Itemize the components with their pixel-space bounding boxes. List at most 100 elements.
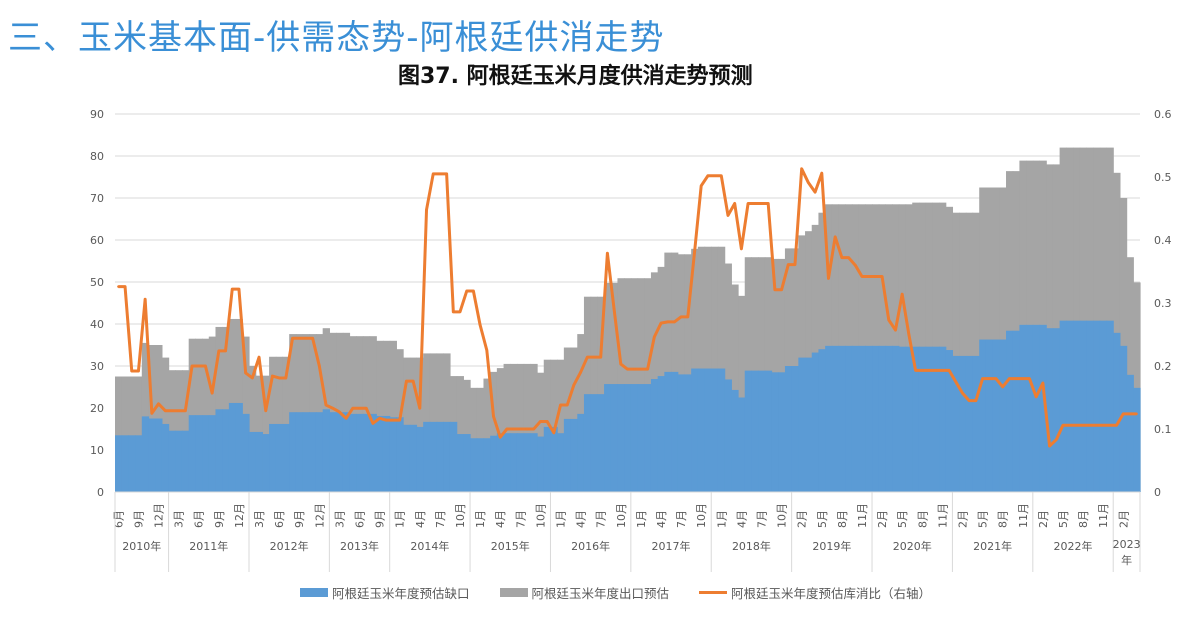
right-tick-label: 0.1 bbox=[1154, 423, 1172, 436]
ratio-line-point bbox=[646, 367, 649, 371]
ratio-line-point bbox=[653, 335, 656, 339]
ratio-line-point bbox=[780, 288, 783, 291]
ratio-line-point bbox=[572, 383, 576, 387]
gap-area-bar bbox=[590, 394, 598, 492]
gap-area-bar bbox=[255, 431, 263, 492]
export-area-bar bbox=[389, 340, 397, 492]
export-area-bar bbox=[135, 376, 143, 492]
gap-area-bar bbox=[778, 372, 786, 492]
ratio-line-point bbox=[907, 333, 911, 336]
ratio-line-point bbox=[766, 202, 770, 205]
year-label: 2010年 bbox=[122, 539, 161, 553]
left-tick-label: 30 bbox=[90, 360, 104, 373]
gap-area-bar bbox=[349, 413, 357, 492]
export-area-bar bbox=[577, 334, 585, 492]
ratio-line-point bbox=[887, 318, 890, 322]
x-tick-label: 12月 bbox=[153, 503, 166, 528]
gap-area-bar bbox=[624, 384, 632, 492]
x-tick-label: 7月 bbox=[675, 510, 688, 528]
export-area-bar bbox=[1086, 147, 1094, 492]
ratio-line-point bbox=[298, 337, 301, 340]
gap-area-bar bbox=[831, 345, 840, 492]
year-label: 2016年 bbox=[571, 539, 610, 553]
legend-swatch-ratio bbox=[699, 591, 728, 594]
export-area-bar bbox=[1073, 147, 1081, 492]
ratio-line-point bbox=[525, 427, 529, 431]
gap-area-bar bbox=[1059, 320, 1067, 492]
gap-area-bar bbox=[664, 371, 672, 492]
gap-area-bar bbox=[818, 349, 826, 492]
gap-area-bar bbox=[1026, 324, 1034, 492]
x-tick-label: 3月 bbox=[253, 510, 266, 528]
gap-area-bar bbox=[992, 339, 1000, 492]
gap-area-bar bbox=[637, 384, 645, 492]
gap-area-bar bbox=[691, 368, 699, 492]
ratio-line-point bbox=[378, 417, 381, 420]
gap-area-bar bbox=[597, 394, 605, 492]
export-area-bar bbox=[248, 366, 257, 492]
ratio-line-point bbox=[1075, 424, 1078, 427]
gap-area-bar bbox=[872, 345, 880, 492]
gap-area-bar bbox=[979, 339, 987, 492]
export-area-bar bbox=[121, 376, 129, 492]
gap-area-bar bbox=[1046, 328, 1054, 492]
ratio-line-point bbox=[499, 435, 502, 439]
ratio-line-point bbox=[1101, 424, 1105, 427]
gap-area-bar bbox=[376, 415, 384, 492]
gap-area-bar bbox=[228, 402, 237, 492]
x-tick-label: 6月 bbox=[193, 510, 206, 528]
ratio-line-point bbox=[512, 427, 515, 431]
ratio-line-point bbox=[693, 251, 696, 254]
gap-area-bar bbox=[295, 412, 304, 492]
ratio-line-point bbox=[566, 403, 569, 407]
gap-area-bar bbox=[912, 346, 920, 492]
left-tick-label: 50 bbox=[90, 276, 104, 289]
gap-area-bar bbox=[583, 394, 592, 492]
ratio-line-point bbox=[941, 369, 944, 372]
gap-area-bar bbox=[1106, 320, 1114, 492]
gap-area-bar bbox=[282, 423, 290, 492]
ratio-line-point bbox=[358, 407, 361, 410]
x-tick-label: 7月 bbox=[755, 510, 768, 528]
ratio-line-point bbox=[458, 310, 462, 314]
ratio-line-point bbox=[874, 275, 877, 278]
ratio-line-point bbox=[157, 402, 160, 405]
gap-area-bar bbox=[677, 374, 686, 492]
gap-area-bar bbox=[530, 433, 538, 492]
x-tick-label: 5月 bbox=[1057, 510, 1070, 528]
export-area-bar bbox=[972, 212, 980, 492]
ratio-line-point bbox=[833, 235, 837, 239]
ratio-line-point bbox=[164, 409, 167, 412]
ratio-line-point bbox=[251, 376, 254, 380]
ratio-line-point bbox=[371, 422, 375, 425]
ratio-line-point bbox=[981, 377, 984, 380]
chart-title: 图37. 阿根廷玉米月度供消走势预测 bbox=[398, 64, 753, 89]
gap-area-bar bbox=[784, 366, 793, 492]
gap-area-bar bbox=[892, 345, 900, 492]
export-area-bar bbox=[731, 284, 739, 492]
year-label-wrap: 2023年 bbox=[1113, 538, 1141, 567]
export-area-bar bbox=[1079, 147, 1088, 492]
year-label: 2014年 bbox=[410, 539, 449, 553]
gap-area-bar bbox=[604, 384, 612, 492]
x-tick-label: 6月 bbox=[273, 510, 286, 528]
ratio-line-point bbox=[666, 320, 669, 324]
gap-area-bar bbox=[416, 426, 424, 492]
gap-area-bar bbox=[811, 352, 820, 492]
export-area-bar bbox=[543, 359, 552, 492]
ratio-line-point bbox=[130, 369, 133, 373]
export-area-bar bbox=[416, 357, 424, 492]
ratio-line-point bbox=[854, 264, 857, 267]
year-label: 2018年 bbox=[732, 539, 771, 553]
ratio-line-point bbox=[639, 367, 643, 371]
gap-area-bar bbox=[898, 346, 907, 492]
export-area-bar bbox=[724, 263, 732, 492]
year-label: 2017年 bbox=[652, 539, 691, 553]
gap-area-bar bbox=[671, 371, 679, 492]
ratio-line-point bbox=[773, 288, 777, 291]
x-tick-label: 9月 bbox=[374, 510, 387, 528]
gap-area-bar bbox=[1039, 324, 1047, 492]
export-area-bar bbox=[208, 336, 217, 492]
ratio-line-point bbox=[532, 427, 535, 431]
left-tick-label: 10 bbox=[90, 444, 104, 457]
